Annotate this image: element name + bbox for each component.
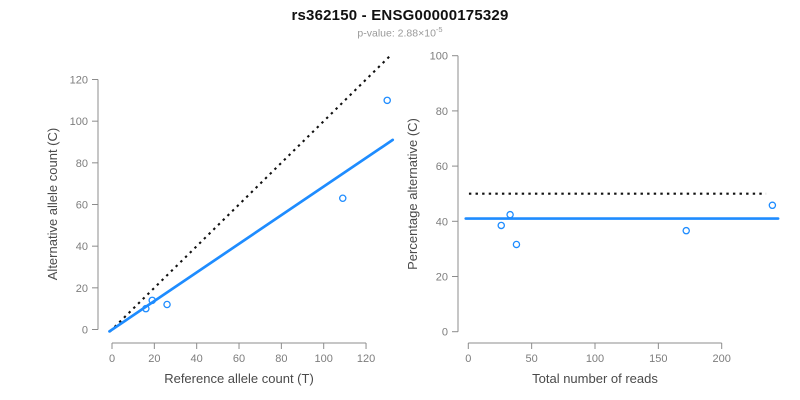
y-tick-label: 80 xyxy=(76,158,88,170)
x-axis-title: Total number of reads xyxy=(532,371,658,386)
y-tick-label: 0 xyxy=(442,327,448,339)
identity-dotted-line xyxy=(109,55,391,333)
panel-percentage-vs-reads-scatter: 0 50 100 150 200 0 20 40 60 80 100 Total number of … xyxy=(405,51,780,386)
y-tick-label: 60 xyxy=(76,200,88,212)
x-tick-label: 40 xyxy=(191,353,203,365)
data-point xyxy=(768,201,777,210)
y-axis-title: Percentage alternative (C) xyxy=(405,118,420,270)
y-tick-label: 20 xyxy=(76,283,88,295)
y-tick-label: 100 xyxy=(430,51,448,63)
data-point xyxy=(148,296,156,305)
x-tick-label: 60 xyxy=(233,353,245,365)
x-tick-label: 20 xyxy=(148,353,160,365)
x-tick-label: 50 xyxy=(526,353,538,365)
data-point xyxy=(512,240,521,249)
y-tick-label: 120 xyxy=(70,75,88,87)
x-tick-label: 150 xyxy=(649,353,667,365)
data-point xyxy=(142,304,150,313)
data-point xyxy=(497,221,505,230)
x-tick-label: 100 xyxy=(315,353,333,365)
data-point xyxy=(682,226,690,235)
x-axis-title: Reference allele count (T) xyxy=(164,371,314,386)
panel-allele-counts-scatter: 0 20 40 60 80 100 120 0 20 40 60 80 100 120 Reference … xyxy=(45,55,395,386)
y-tick-label: 40 xyxy=(436,216,448,228)
y-tick-label: 60 xyxy=(436,161,448,173)
y-tick-label: 0 xyxy=(82,325,88,337)
x-tick-label: 0 xyxy=(109,353,115,365)
data-point xyxy=(383,96,391,105)
p-value-text: p-value: 2.88×10 xyxy=(357,27,436,40)
data-point xyxy=(339,194,347,203)
page-title: rs362150 - ENSG00000175329 xyxy=(291,7,509,24)
y-tick-label: 80 xyxy=(436,106,448,118)
data-point xyxy=(163,300,171,309)
p-value-exponent: -5 xyxy=(435,25,443,34)
y-tick-label: 20 xyxy=(436,272,448,284)
x-tick-label: 120 xyxy=(357,353,375,365)
y-axis-title: Alternative allele count (C) xyxy=(45,128,60,280)
x-tick-label: 0 xyxy=(465,353,471,365)
x-tick-label: 80 xyxy=(275,353,287,365)
x-tick-label: 200 xyxy=(713,353,731,365)
data-point xyxy=(506,210,514,219)
p-value-subtitle: p-value: 2.88×10-5 xyxy=(0,25,800,40)
x-tick-label: 100 xyxy=(586,353,604,365)
y-tick-label: 100 xyxy=(70,116,88,128)
fit-line xyxy=(108,138,395,333)
y-tick-label: 40 xyxy=(76,241,88,253)
